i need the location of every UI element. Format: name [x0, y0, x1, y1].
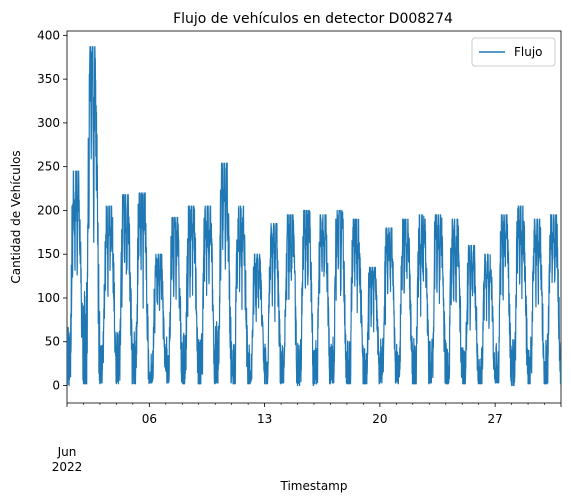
y-tick-label-200: 200 — [37, 203, 60, 217]
y-axis-label: Cantidad de Vehículos — [9, 150, 23, 283]
plot-frame — [66, 30, 562, 404]
y-tick-label-0: 0 — [52, 378, 60, 392]
x-tick-label-06: 06 — [142, 412, 157, 426]
chart-title: Flujo de vehículos en detector D008274 — [173, 11, 453, 27]
x-tick-label-13: 13 — [257, 412, 272, 426]
x-tick-label-month: Jun — [57, 445, 77, 459]
series-layer — [67, 46, 561, 387]
y-tick-label-250: 250 — [37, 160, 60, 174]
x-tick-label-year: 2022 — [52, 460, 83, 474]
x-axis-label: Timestamp — [280, 479, 348, 493]
y-tick-label-300: 300 — [37, 116, 60, 130]
y-tick-label-400: 400 — [37, 28, 60, 42]
x-tick-label-27: 27 — [487, 412, 502, 426]
legend-box — [471, 37, 556, 67]
legend: Flujo — [471, 37, 556, 67]
y-tick-label-150: 150 — [37, 247, 60, 261]
legend-label-flujo: Flujo — [514, 45, 543, 59]
y-axis: 0 50 100 150 200 250 300 350 400 — [37, 28, 67, 392]
y-tick-label-350: 350 — [37, 72, 60, 86]
y-tick-label-50: 50 — [45, 335, 60, 349]
x-tick-label-20: 20 — [372, 412, 387, 426]
y-tick-label-100: 100 — [37, 291, 60, 305]
series-line-flujo — [67, 46, 561, 387]
